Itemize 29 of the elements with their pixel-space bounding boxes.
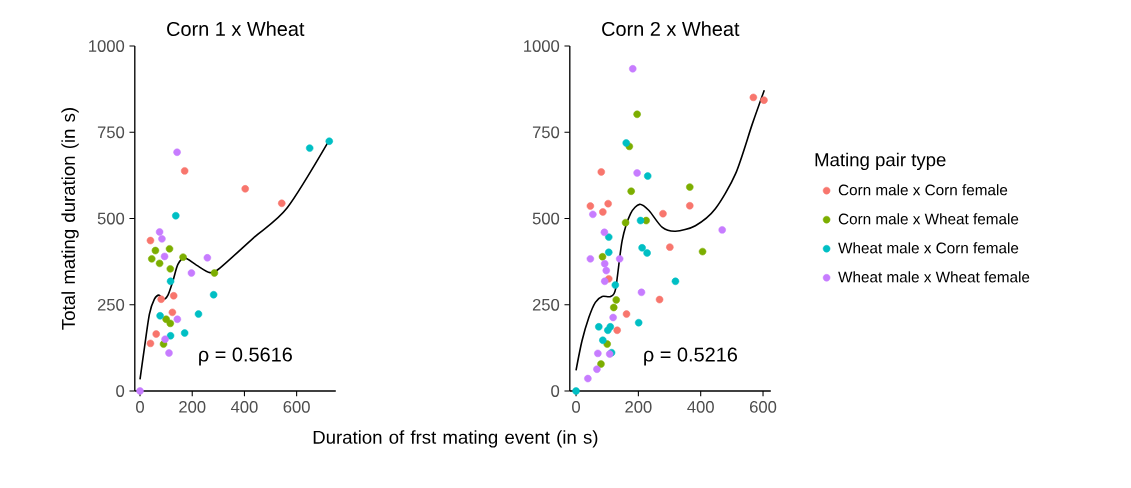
y-tick-label: 250 bbox=[97, 298, 125, 311]
y-tick-label: 0 bbox=[116, 385, 125, 397]
y-tick-label: 750 bbox=[532, 126, 560, 139]
y-tick-label: 750 bbox=[97, 126, 125, 139]
y-tick-label: 500 bbox=[97, 212, 125, 225]
annotation: ρ = 0.5616 bbox=[199, 347, 292, 366]
x-tick-label: 0 bbox=[136, 401, 144, 413]
annotation: ρ = 0.5216 bbox=[644, 347, 738, 366]
y-tick-label: 500 bbox=[532, 212, 560, 225]
x-tick-label: 200 bbox=[179, 401, 206, 413]
y-tick-label: 1000 bbox=[524, 40, 560, 52]
legend-label: Corn male x Wheat female bbox=[838, 213, 1019, 225]
legend-label: Corn male x Corn female bbox=[838, 184, 1008, 196]
x-tick-label: 600 bbox=[750, 401, 777, 413]
y-tick-label: 1000 bbox=[89, 40, 125, 52]
y-tick-label: 250 bbox=[532, 298, 560, 311]
y-axis-title: Total mating duration (in s) bbox=[61, 108, 79, 330]
legend-title: Mating pair type bbox=[815, 152, 946, 171]
x-tick-label: 400 bbox=[687, 401, 714, 413]
x-tick-label: 200 bbox=[625, 401, 652, 413]
legend-label: Wheat male x Corn female bbox=[838, 242, 1019, 254]
x-tick-label: 400 bbox=[230, 401, 258, 413]
chart-title: Corn 2 x Wheat bbox=[602, 21, 740, 36]
x-tick-label: 0 bbox=[572, 401, 581, 413]
x-tick-label: 600 bbox=[283, 401, 310, 413]
chart-title: Corn 1 x Wheat bbox=[167, 21, 305, 36]
x-axis-title: Duration of frst mating event (in s) bbox=[313, 430, 598, 448]
legend-label: Wheat male x Wheat female bbox=[838, 271, 1030, 283]
y-tick-label: 0 bbox=[551, 385, 560, 397]
